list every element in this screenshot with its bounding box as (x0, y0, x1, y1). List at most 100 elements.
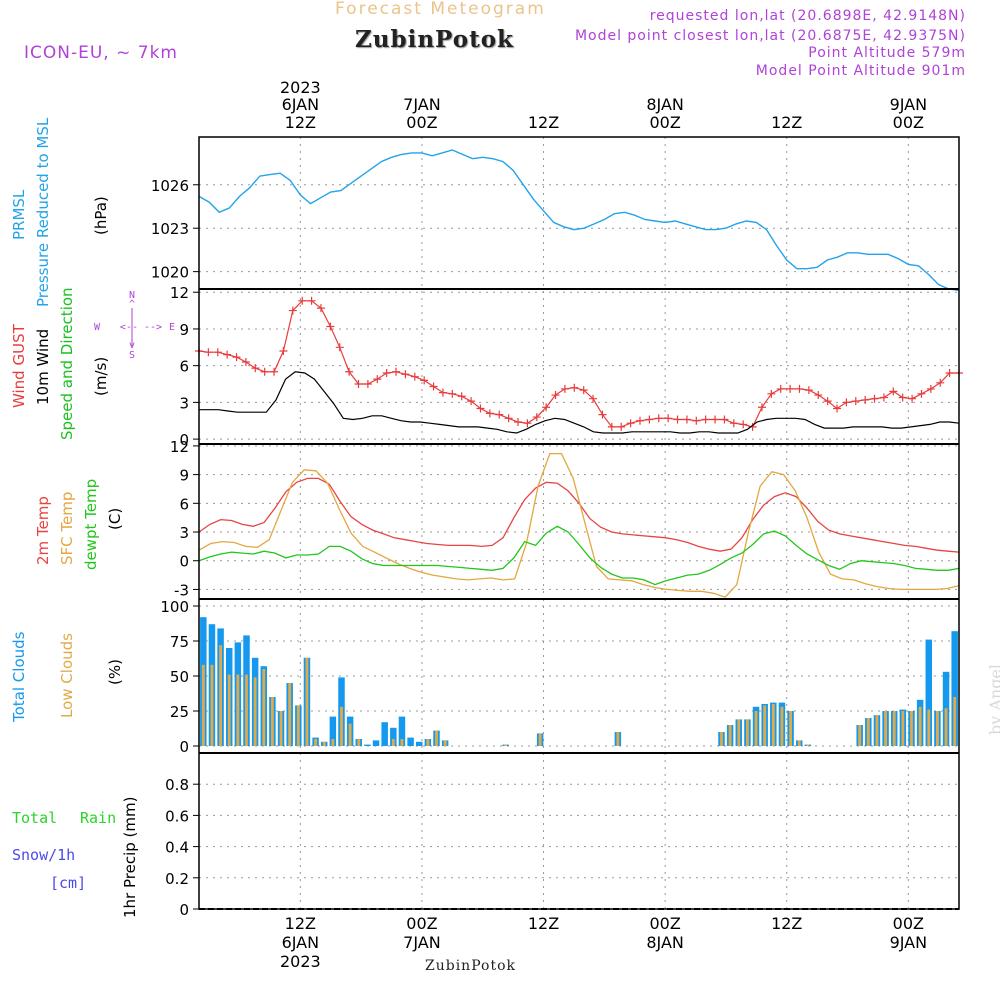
gust-marker (626, 419, 635, 428)
wind-compass: N ^ v S W <-- --> E (94, 290, 175, 361)
gust-marker (279, 346, 288, 355)
y-tick-label: -3 (174, 581, 189, 599)
low-cloud-bar (745, 719, 749, 746)
gust-marker (833, 404, 842, 413)
gust-marker (476, 404, 485, 413)
total-cloud-bar (390, 727, 397, 746)
low-cloud-bar (953, 697, 957, 746)
y-tick-label: 0.6 (165, 807, 189, 825)
gust-marker (560, 384, 569, 393)
low-cloud-bar (910, 711, 913, 746)
bottom-time-label: 9JAN (890, 933, 928, 952)
precip-label: 1hr Precip (mm) (121, 797, 139, 918)
gust-marker (795, 384, 804, 393)
side-labels: PRMSL Pressure Reduced to MSL (hPa) Wind… (10, 117, 139, 918)
total-cloud-bar (372, 740, 380, 746)
low-cloud-bar (201, 664, 205, 746)
low-cloud-bar (253, 677, 257, 746)
plot-frame (198, 136, 960, 910)
gust-marker (664, 414, 673, 423)
y-tick-label: 6 (179, 495, 189, 513)
y-tick-label: 0 (179, 431, 189, 449)
gust-marker (851, 397, 860, 406)
low-cloud-bar (279, 711, 283, 746)
y-tick-label: 6 (179, 358, 189, 376)
low-cloud-bar (789, 711, 793, 746)
gust-marker (842, 398, 851, 407)
temp-dewpt-label: dewpt Temp (82, 479, 100, 570)
gust-marker (804, 386, 813, 395)
low-cloud-bar (763, 705, 767, 746)
low-cloud-bar (797, 740, 801, 746)
top-time-label: 9JAN (890, 95, 928, 114)
compass-horizontal: <-- --> (120, 322, 162, 333)
gust-marker (270, 367, 279, 376)
low-cloud-bar (322, 741, 326, 746)
gust-marker (701, 415, 710, 424)
model-altitude: Model Point Altitude 901m (755, 63, 966, 79)
wind-unit: (m/s) (92, 357, 110, 396)
gust-marker (814, 391, 823, 400)
tick-labels: 102010231026036912-3036912025507510000.2… (151, 78, 927, 971)
pressure-label-2: Pressure Reduced to MSL (34, 117, 52, 307)
gust-marker (682, 415, 691, 424)
gust-marker (542, 403, 551, 412)
gust-marker (908, 394, 917, 403)
low-cloud-bar (391, 739, 395, 746)
gust-marker (382, 369, 391, 378)
y-tick-label: 1020 (151, 264, 189, 282)
pressure-label-1: PRMSL (10, 189, 28, 240)
total-cloud-bar (364, 744, 371, 746)
total-cloud-bar (951, 631, 958, 746)
gust-marker (926, 384, 935, 393)
location-title: ZubinPotok (355, 26, 514, 53)
y-tick-label: 0 (179, 553, 189, 571)
bottom-time-label: 00Z (406, 914, 437, 933)
y-tick-label: 75 (170, 633, 189, 651)
gust-marker (495, 410, 504, 419)
top-time-label: 12Z (285, 113, 316, 132)
gust-marker (373, 375, 382, 384)
gust-marker (223, 350, 232, 359)
low-cloud-bar (616, 732, 620, 746)
closest-coords: Model point closest lon,lat (20.6875E, 4… (574, 28, 966, 44)
bottom-time-label: 6JAN (282, 933, 320, 952)
gust-marker (514, 417, 523, 426)
low-cloud-bar (935, 711, 939, 746)
compass-vertical: ^ (129, 299, 135, 310)
gust-marker (936, 378, 945, 387)
panel-frames (198, 136, 960, 910)
top-time-label: 00Z (893, 113, 924, 132)
pressure-unit: (hPa) (92, 196, 110, 235)
compass-east: E (169, 322, 175, 333)
wind-10m-label: 10m Wind (34, 329, 52, 405)
y-tick-label: 0.4 (165, 839, 189, 857)
low-cloud-bar (348, 723, 352, 746)
temp-2m-label: 2m Temp (34, 496, 52, 565)
compass-south: S (129, 350, 135, 361)
low-cloud-bar (858, 725, 862, 746)
low-cloud-bar (262, 669, 266, 746)
bottom-time-label: 7JAN (403, 933, 441, 952)
low-cloud-bar (866, 718, 870, 746)
y-tick-label: 0 (179, 901, 189, 919)
gust-marker (457, 392, 466, 401)
low-cloud-bar (227, 674, 231, 746)
gust-line (198, 300, 959, 428)
y-tick-label: 1023 (151, 220, 189, 238)
legend-rain: Rain (80, 809, 116, 827)
gust-marker (579, 386, 588, 395)
low-cloud-bar (270, 697, 274, 746)
gust-marker (316, 304, 325, 313)
low-cloud-bar (875, 715, 879, 746)
y-tick-label: 100 (160, 598, 189, 616)
gust-marker (335, 343, 344, 352)
gust-marker (711, 415, 720, 424)
clouds-unit: (%) (106, 659, 124, 685)
y-tick-label: 3 (179, 524, 189, 542)
top-time-label: 12Z (528, 113, 559, 132)
gust-marker (917, 389, 926, 398)
gust-marker (307, 296, 316, 305)
top-time-label: 12Z (771, 113, 802, 132)
bottom-time-label: 12Z (528, 914, 559, 933)
